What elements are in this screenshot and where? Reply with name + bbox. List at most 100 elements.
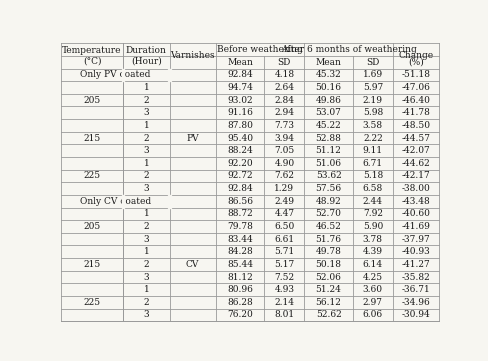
Text: -37.97: -37.97: [402, 235, 430, 244]
Text: 86.28: 86.28: [227, 298, 253, 307]
Text: -35.82: -35.82: [402, 273, 430, 282]
Bar: [122, 69, 124, 81]
Text: -41.69: -41.69: [402, 222, 430, 231]
Text: 93.02: 93.02: [227, 96, 253, 105]
Text: 4.93: 4.93: [274, 285, 294, 294]
Text: 4.39: 4.39: [363, 247, 383, 256]
Text: 84.28: 84.28: [227, 247, 253, 256]
Text: 5.71: 5.71: [274, 247, 294, 256]
Bar: [168, 69, 171, 81]
Text: Varnishes: Varnishes: [170, 52, 215, 60]
Text: 7.62: 7.62: [274, 171, 294, 180]
Text: 80.96: 80.96: [227, 285, 253, 294]
Text: Change: Change: [399, 52, 433, 60]
Text: 2.44: 2.44: [363, 197, 383, 206]
Text: 215: 215: [83, 260, 101, 269]
Text: SD: SD: [366, 58, 380, 67]
Text: 1: 1: [143, 285, 149, 294]
Text: 2.94: 2.94: [274, 108, 294, 117]
Text: 50.18: 50.18: [316, 260, 342, 269]
Text: -38.00: -38.00: [402, 184, 430, 193]
Text: 3.60: 3.60: [363, 285, 383, 294]
Text: 1: 1: [143, 247, 149, 256]
Text: 86.56: 86.56: [227, 197, 253, 206]
Text: -36.71: -36.71: [402, 285, 430, 294]
Text: 6.50: 6.50: [274, 222, 294, 231]
Text: 2: 2: [143, 171, 149, 180]
Text: 88.24: 88.24: [227, 146, 253, 155]
Text: 3: 3: [143, 273, 149, 282]
Text: 1: 1: [143, 209, 149, 218]
Text: -43.48: -43.48: [402, 197, 430, 206]
Text: 6.58: 6.58: [363, 184, 383, 193]
Text: -46.40: -46.40: [402, 96, 430, 105]
Text: 7.73: 7.73: [274, 121, 294, 130]
Bar: [168, 195, 171, 208]
Text: 52.70: 52.70: [316, 209, 342, 218]
Text: 4.18: 4.18: [274, 70, 294, 79]
Text: 83.44: 83.44: [227, 235, 253, 244]
Text: -51.18: -51.18: [402, 70, 430, 79]
Text: 87.80: 87.80: [227, 121, 253, 130]
Text: 92.84: 92.84: [227, 184, 253, 193]
Text: 49.78: 49.78: [316, 247, 342, 256]
Text: 215: 215: [83, 134, 101, 143]
Text: 88.72: 88.72: [227, 209, 253, 218]
Text: 225: 225: [83, 298, 101, 307]
Text: 4.25: 4.25: [363, 273, 383, 282]
Text: 79.78: 79.78: [227, 222, 253, 231]
Text: 92.84: 92.84: [227, 70, 253, 79]
Text: 57.56: 57.56: [316, 184, 342, 193]
Text: 81.12: 81.12: [227, 273, 253, 282]
Text: 52.62: 52.62: [316, 310, 342, 319]
Text: -42.17: -42.17: [402, 171, 430, 180]
Text: 95.40: 95.40: [227, 134, 253, 143]
Text: Temperature
(°C): Temperature (°C): [62, 46, 122, 66]
Text: -47.06: -47.06: [402, 83, 430, 92]
Text: -44.62: -44.62: [402, 159, 430, 168]
Text: 91.16: 91.16: [227, 108, 253, 117]
Text: 3: 3: [143, 235, 149, 244]
Text: 2.97: 2.97: [363, 298, 383, 307]
Text: -48.50: -48.50: [402, 121, 430, 130]
Text: 5.97: 5.97: [363, 83, 383, 92]
Text: 6.06: 6.06: [363, 310, 383, 319]
Text: 53.07: 53.07: [316, 108, 342, 117]
Text: 7.52: 7.52: [274, 273, 294, 282]
Text: 2.22: 2.22: [363, 134, 383, 143]
Text: 45.22: 45.22: [316, 121, 342, 130]
Text: 4.90: 4.90: [274, 159, 294, 168]
Text: 53.62: 53.62: [316, 171, 342, 180]
Text: -41.27: -41.27: [402, 260, 430, 269]
Text: 8.01: 8.01: [274, 310, 294, 319]
Text: 2: 2: [143, 134, 149, 143]
Text: 49.86: 49.86: [316, 96, 342, 105]
Text: -42.07: -42.07: [402, 146, 430, 155]
Text: 3: 3: [143, 310, 149, 319]
Text: -40.60: -40.60: [402, 209, 430, 218]
Text: 51.76: 51.76: [316, 235, 342, 244]
Text: Mean: Mean: [316, 58, 342, 67]
Text: 92.20: 92.20: [227, 159, 253, 168]
Text: 1: 1: [143, 121, 149, 130]
Text: 50.16: 50.16: [316, 83, 342, 92]
Text: 7.05: 7.05: [274, 146, 294, 155]
Text: 205: 205: [83, 96, 101, 105]
Text: -34.96: -34.96: [402, 298, 430, 307]
Text: -30.94: -30.94: [402, 310, 430, 319]
Text: 205: 205: [83, 222, 101, 231]
Text: 3: 3: [143, 146, 149, 155]
Text: 3.58: 3.58: [363, 121, 383, 130]
Text: 6.61: 6.61: [274, 235, 294, 244]
Text: 2: 2: [143, 298, 149, 307]
Text: 1: 1: [143, 159, 149, 168]
Text: PV: PV: [186, 134, 199, 143]
Text: 3.94: 3.94: [274, 134, 294, 143]
Text: 51.24: 51.24: [316, 285, 342, 294]
Text: 1.69: 1.69: [363, 70, 383, 79]
Text: 2.14: 2.14: [274, 298, 294, 307]
Text: 3: 3: [143, 184, 149, 193]
Text: 48.92: 48.92: [316, 197, 342, 206]
Text: Only CV coated: Only CV coated: [80, 197, 151, 206]
Text: 2.84: 2.84: [274, 96, 294, 105]
